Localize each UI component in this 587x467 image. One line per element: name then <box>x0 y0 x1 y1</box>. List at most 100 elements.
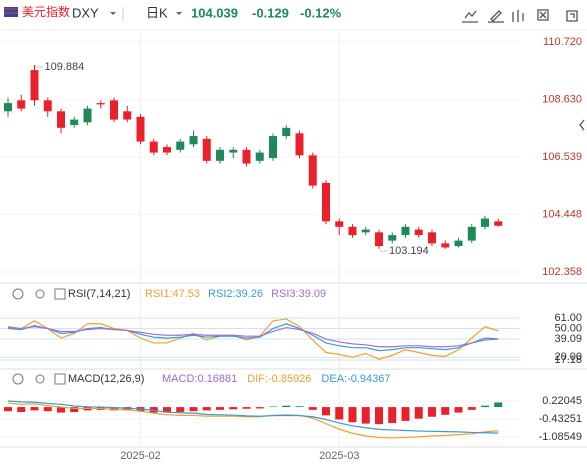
macd-bar <box>414 407 423 419</box>
macd-bar <box>428 407 436 417</box>
macd-bar <box>348 407 357 423</box>
candle-body <box>57 111 65 128</box>
y-tick-label: -0.43251 <box>539 413 582 425</box>
legend-entry: RSI3:39.09 <box>271 288 326 300</box>
change: -0.129 <box>252 5 289 20</box>
candle-body <box>295 133 304 156</box>
settings-icon[interactable] <box>35 289 45 299</box>
candle-body <box>216 149 224 161</box>
x-tick-label: 2025-03 <box>319 450 359 462</box>
macd-bar <box>242 407 251 409</box>
candle-body <box>149 141 158 153</box>
candle-body <box>83 108 92 123</box>
y-tick-label: 104.448 <box>542 208 582 220</box>
macd-bar <box>308 407 317 410</box>
macd-bar <box>189 407 198 412</box>
y-tick-label: 106.539 <box>542 151 582 163</box>
legend-entry: DEA:-0.94367 <box>321 373 390 385</box>
candle-body <box>96 103 105 105</box>
candle-body <box>414 229 423 236</box>
macd-bar <box>361 407 370 424</box>
eye-icon[interactable] <box>12 373 24 385</box>
candle-body <box>428 232 436 244</box>
candle-body <box>322 182 330 222</box>
candle-body <box>467 226 476 241</box>
y-tick-label: 17.18 <box>554 354 582 366</box>
y-tick-label: 39.09 <box>554 333 582 345</box>
candle-body <box>269 136 277 159</box>
price: 104.039 <box>191 5 238 20</box>
macd-bar <box>401 407 410 421</box>
candle-body <box>255 152 264 161</box>
y-tick-label: 108.630 <box>542 93 582 105</box>
y-tick-label: 0.22045 <box>542 395 582 407</box>
y-tick-label: 20.00 <box>554 351 582 363</box>
expand-icon[interactable] <box>54 288 66 300</box>
macd-bar <box>454 407 463 413</box>
candle-body <box>17 100 26 109</box>
x-tick-label: 2025-02 <box>120 450 160 462</box>
candle-body <box>202 138 211 161</box>
macd-bar <box>43 407 52 412</box>
max-annotation: 109.884 <box>45 61 85 73</box>
collapse-arrow[interactable] <box>579 119 585 131</box>
candle-body <box>375 232 383 247</box>
draw-icon[interactable] <box>488 10 504 23</box>
candle-body <box>176 141 185 150</box>
symbol-code[interactable]: DXY <box>72 5 99 20</box>
rsi-title: RSI(7,14,21) <box>68 288 130 300</box>
legend-entry: MACD:0.16881 <box>162 373 237 385</box>
macd-bar <box>202 407 211 411</box>
macd-bar <box>441 407 450 415</box>
y-tick-label: 102.358 <box>542 266 582 278</box>
candle-body <box>70 119 79 126</box>
macd-bar <box>4 407 12 412</box>
period[interactable]: 日K <box>146 5 168 20</box>
macd-bar <box>335 407 344 420</box>
candle-body <box>189 136 198 145</box>
candle-body <box>494 221 503 226</box>
indicator-line <box>7 400 499 434</box>
candle-body <box>4 103 12 112</box>
candle-body <box>43 100 52 112</box>
expand-icon[interactable] <box>54 373 66 385</box>
macd-bar <box>494 402 503 408</box>
indicator-line <box>7 323 499 352</box>
macd-bar <box>322 407 330 416</box>
macd-bar <box>255 407 264 409</box>
candle-body <box>242 149 251 164</box>
macd-bar <box>481 405 489 408</box>
dropdown-arrow[interactable] <box>110 12 116 15</box>
symbol-name[interactable]: 美元指数 <box>22 4 70 19</box>
candle-body <box>282 127 291 137</box>
legend-entry: DIF:-0.85926 <box>247 373 311 385</box>
change-pct: -0.12% <box>300 5 342 20</box>
macd-bar <box>467 407 476 410</box>
candle-body <box>30 70 39 101</box>
legend-entry: RSI1:47.53 <box>145 288 200 300</box>
macd-bar <box>163 407 171 413</box>
fullscreen-icon[interactable] <box>537 9 549 21</box>
candle-body <box>110 100 118 120</box>
candle-body <box>401 226 410 236</box>
candle-body <box>335 221 344 227</box>
dropdown-arrow[interactable] <box>176 12 182 15</box>
macd-bar <box>70 407 79 413</box>
settings-icon[interactable] <box>566 10 578 22</box>
macd-title: MACD(12,26,9) <box>68 373 144 385</box>
eye-icon[interactable] <box>12 288 24 300</box>
min-annotation: 103.194 <box>389 245 429 257</box>
candle-body <box>441 243 450 248</box>
macd-bar <box>216 407 224 410</box>
y-tick-label: 61.00 <box>554 312 582 324</box>
macd-bar <box>57 407 65 413</box>
tool-icon[interactable] <box>462 10 478 23</box>
candle-icon[interactable] <box>512 10 524 22</box>
candle-body <box>388 235 397 241</box>
macd-bar <box>17 407 26 413</box>
indicator-line <box>7 402 499 439</box>
settings-icon[interactable] <box>35 374 45 384</box>
legend-entry: RSI2:39.26 <box>208 288 263 300</box>
candle-body <box>123 111 132 120</box>
macd-bar <box>375 407 383 425</box>
